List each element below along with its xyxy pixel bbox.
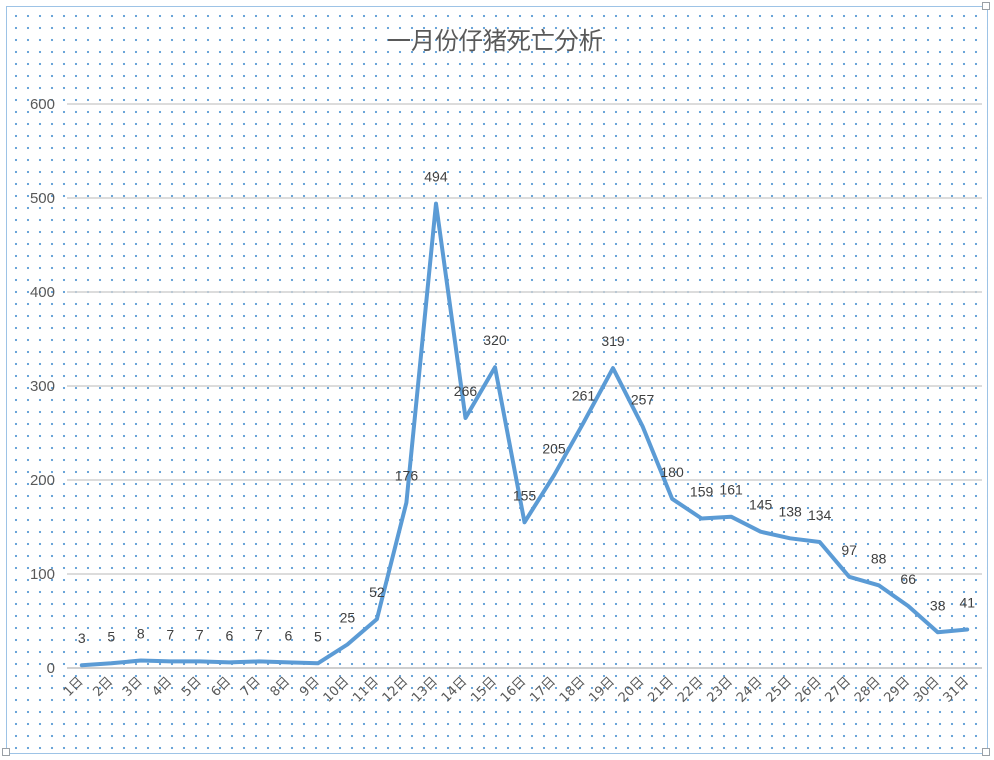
x-tick-label: 27日 bbox=[823, 674, 854, 705]
x-tick-label: 22日 bbox=[675, 674, 706, 705]
x-tick-label: 3日 bbox=[120, 674, 146, 700]
x-tick-label: 28日 bbox=[852, 674, 883, 705]
y-tick-label: 0 bbox=[47, 660, 55, 677]
x-tick-label: 31日 bbox=[941, 674, 972, 705]
data-label: 134 bbox=[808, 507, 832, 523]
data-label: 52 bbox=[369, 584, 385, 600]
x-tick-label: 14日 bbox=[439, 674, 470, 705]
data-label: 7 bbox=[196, 626, 204, 642]
x-tick-label: 16日 bbox=[498, 674, 529, 705]
data-label: 66 bbox=[900, 571, 916, 587]
data-label: 5 bbox=[314, 628, 322, 644]
data-label: 7 bbox=[166, 626, 174, 642]
data-label: 205 bbox=[542, 440, 566, 456]
x-tick-label: 11日 bbox=[350, 674, 381, 705]
data-label: 180 bbox=[660, 464, 684, 480]
resize-handle-bottom-left[interactable] bbox=[2, 748, 10, 756]
data-label: 6 bbox=[225, 627, 233, 643]
data-label: 145 bbox=[749, 497, 773, 513]
x-axis-tick-labels: 1日 2日 3日 4日 5日 6日 7日 8日 9日10日11日12日13日14日15日16日1… bbox=[61, 674, 972, 705]
x-tick-label: 20日 bbox=[616, 674, 647, 705]
data-label: 161 bbox=[719, 482, 743, 498]
y-tick-label: 500 bbox=[30, 190, 55, 207]
x-tick-label: 29日 bbox=[882, 674, 913, 705]
x-tick-label: 2日 bbox=[90, 674, 116, 700]
data-label: 266 bbox=[454, 383, 478, 399]
x-tick-label: 15日 bbox=[468, 674, 499, 705]
data-label: 155 bbox=[513, 487, 537, 503]
x-tick-label: 7日 bbox=[238, 674, 264, 700]
data-label: 38 bbox=[930, 597, 946, 613]
x-tick-label: 30日 bbox=[911, 674, 942, 705]
resize-handle-bottom-right[interactable] bbox=[982, 748, 990, 756]
x-tick-label: 6日 bbox=[209, 674, 235, 700]
y-tick-label: 600 bbox=[30, 96, 55, 113]
y-axis-tick-labels: 0 100 200 300 400 500 600 bbox=[30, 96, 55, 677]
data-label: 176 bbox=[395, 468, 419, 484]
data-labels: 3 5 8 7 7 6 7 6 5 25 52 176 494 266 320 155 205 261 319 257… bbox=[78, 169, 975, 647]
data-label: 319 bbox=[601, 333, 625, 349]
data-label: 7 bbox=[255, 626, 263, 642]
x-tick-label: 4日 bbox=[149, 674, 175, 700]
gridlines bbox=[67, 103, 982, 669]
x-tick-label: 9日 bbox=[297, 674, 323, 700]
x-tick-label: 23日 bbox=[704, 674, 735, 705]
data-label: 8 bbox=[137, 625, 145, 641]
data-label: 159 bbox=[690, 484, 714, 500]
data-label: 88 bbox=[871, 550, 887, 566]
x-tick-label: 12日 bbox=[380, 674, 411, 705]
x-tick-label: 21日 bbox=[645, 674, 676, 705]
y-tick-label: 200 bbox=[30, 472, 55, 489]
data-label: 257 bbox=[631, 391, 655, 407]
data-label: 320 bbox=[483, 332, 507, 348]
data-label: 138 bbox=[778, 503, 802, 519]
y-tick-label: 400 bbox=[30, 284, 55, 301]
y-tick-label: 100 bbox=[30, 566, 55, 583]
data-label: 3 bbox=[78, 630, 86, 646]
x-tick-label: 5日 bbox=[179, 674, 205, 700]
data-label: 97 bbox=[841, 542, 857, 558]
x-tick-label: 19日 bbox=[586, 674, 617, 705]
x-tick-label: 18日 bbox=[557, 674, 588, 705]
resize-handle-top-right[interactable] bbox=[982, 2, 990, 10]
x-tick-label: 10日 bbox=[321, 674, 352, 705]
data-label: 5 bbox=[107, 628, 115, 644]
x-tick-label: 17日 bbox=[527, 674, 558, 705]
data-label: 6 bbox=[284, 627, 292, 643]
x-tick-label: 13日 bbox=[409, 674, 440, 705]
y-tick-label: 300 bbox=[30, 378, 55, 395]
chart-area: 一月份仔猪死亡分析 0 100 200 300 400 500 600 1日 2日 3日 4日 5日… bbox=[6, 6, 988, 754]
x-tick-label: 1日 bbox=[61, 674, 87, 700]
x-tick-label: 25日 bbox=[763, 674, 794, 705]
data-label: 261 bbox=[572, 388, 596, 404]
x-tick-label: 8日 bbox=[268, 674, 294, 700]
data-label: 494 bbox=[424, 169, 448, 185]
series-line bbox=[79, 201, 970, 668]
data-label: 41 bbox=[959, 594, 975, 610]
x-tick-label: 26日 bbox=[793, 674, 824, 705]
data-label: 25 bbox=[340, 610, 356, 626]
line-chart: 一月份仔猪死亡分析 0 100 200 300 400 500 600 1日 2日 3日 4日 5日… bbox=[30, 27, 982, 706]
chart-title: 一月份仔猪死亡分析 bbox=[387, 27, 603, 55]
series-lines bbox=[79, 201, 970, 668]
x-tick-label: 24日 bbox=[734, 674, 765, 705]
